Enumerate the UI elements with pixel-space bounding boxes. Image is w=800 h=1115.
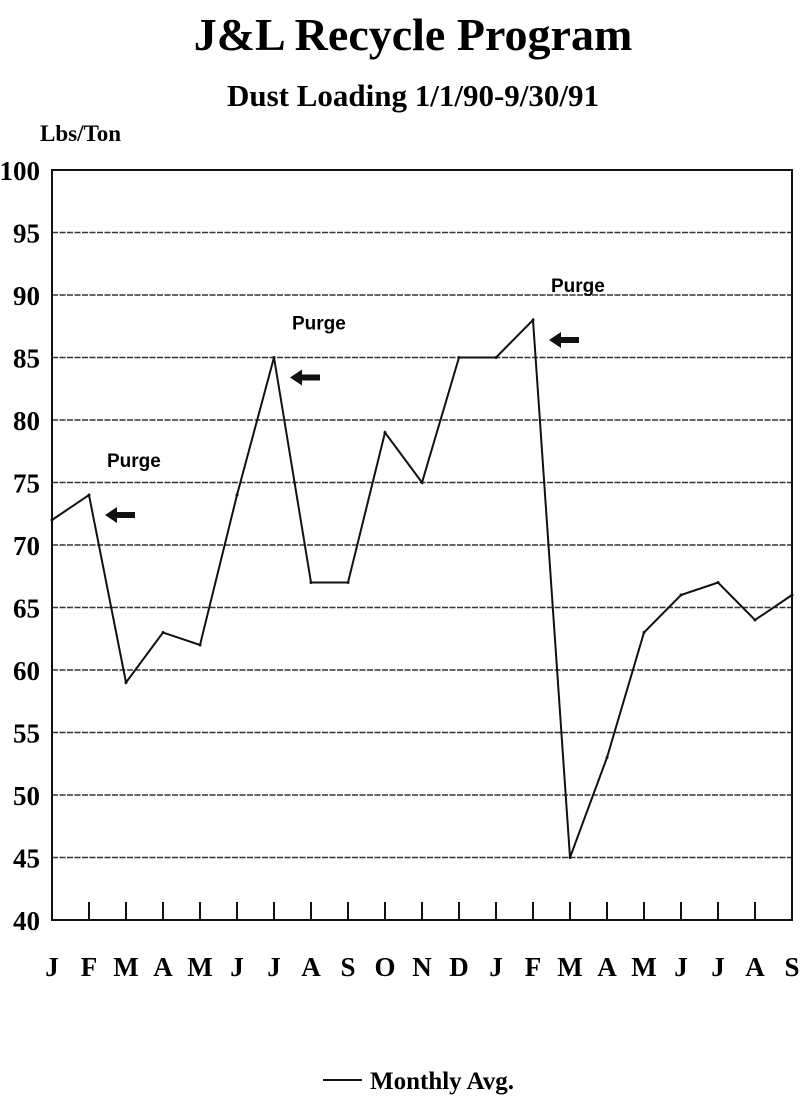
arrow-left-icon xyxy=(290,369,320,386)
x-tick-label: J xyxy=(489,952,503,982)
y-tick-label: 45 xyxy=(13,844,40,874)
series-line-monthly-avg xyxy=(51,317,793,858)
x-tick-label: S xyxy=(784,952,799,982)
annotation-purge-label: Purge xyxy=(292,314,346,335)
data-point xyxy=(753,618,757,622)
x-tick-label: M xyxy=(187,952,212,982)
chart-title: J&L Recycle Program xyxy=(194,9,633,60)
arrow-left-icon xyxy=(105,507,135,523)
annotation-purge-label: Purge xyxy=(551,276,605,297)
data-point xyxy=(642,631,646,634)
annotation-purge-label: Purge xyxy=(107,451,161,472)
data-point xyxy=(198,643,202,647)
data-point xyxy=(346,581,350,584)
y-axis-label: Lbs/Ton xyxy=(40,121,121,146)
legend-label: Monthly Avg. xyxy=(370,1068,514,1095)
x-tick-label: M xyxy=(557,952,582,982)
y-tick-label: 90 xyxy=(13,281,40,311)
data-point xyxy=(309,581,313,584)
y-tick-label: 40 xyxy=(13,906,40,936)
data-point xyxy=(568,856,572,859)
y-tick-label: 80 xyxy=(13,406,40,436)
y-tick-label: 75 xyxy=(13,469,40,499)
chart-subtitle: Dust Loading 1/1/90-9/30/91 xyxy=(227,78,599,113)
y-tick-label: 50 xyxy=(13,781,40,811)
y-tick-label: 65 xyxy=(13,594,40,624)
x-tick-label: J xyxy=(711,952,725,982)
data-point xyxy=(420,481,424,484)
data-point xyxy=(50,518,54,522)
x-tick-label: J xyxy=(674,952,688,982)
x-tick-label: M xyxy=(113,952,138,982)
x-tick-label: F xyxy=(525,952,542,982)
y-tick-label: 55 xyxy=(13,719,40,749)
data-point xyxy=(531,318,535,322)
x-tick-label: F xyxy=(81,952,98,982)
x-tick-label: D xyxy=(449,952,469,982)
arrow-left-icon xyxy=(549,332,579,348)
x-tick-label: A xyxy=(745,952,765,982)
x-tick-label: A xyxy=(153,952,173,982)
data-point xyxy=(235,493,239,497)
data-point xyxy=(716,581,720,584)
data-point xyxy=(272,356,276,359)
x-tick-label: O xyxy=(374,952,395,982)
x-tick-label: S xyxy=(340,952,355,982)
plot-area-frame xyxy=(51,169,793,921)
gridlines xyxy=(52,231,792,859)
data-point xyxy=(790,593,794,597)
y-axis-ticks: 40 45 50 55 60 65 70 75 80 85 90 95 100 xyxy=(0,156,40,936)
y-tick-label: 95 xyxy=(13,219,40,249)
series-layer xyxy=(50,317,794,859)
data-point xyxy=(679,593,683,597)
x-tick-label: A xyxy=(597,952,617,982)
data-point xyxy=(87,493,91,497)
y-tick-label: 85 xyxy=(13,344,40,374)
data-point xyxy=(161,631,165,634)
data-point xyxy=(494,356,498,359)
x-tick-label: J xyxy=(267,952,281,982)
data-point xyxy=(457,356,461,359)
x-tick-label: N xyxy=(412,952,432,982)
x-tick-label: J xyxy=(230,952,244,982)
data-point xyxy=(124,681,128,684)
data-point xyxy=(605,756,609,759)
legend: Monthly Avg. xyxy=(323,1068,514,1095)
data-point xyxy=(383,431,387,434)
y-tick-label: 100 xyxy=(0,156,40,186)
x-tick-label: A xyxy=(301,952,321,982)
x-tick-label: M xyxy=(631,952,656,982)
annotations: Purge Purge Purge xyxy=(105,276,605,523)
y-tick-label: 60 xyxy=(13,656,40,686)
x-tick-label: J xyxy=(45,952,59,982)
y-tick-label: 70 xyxy=(13,531,40,561)
